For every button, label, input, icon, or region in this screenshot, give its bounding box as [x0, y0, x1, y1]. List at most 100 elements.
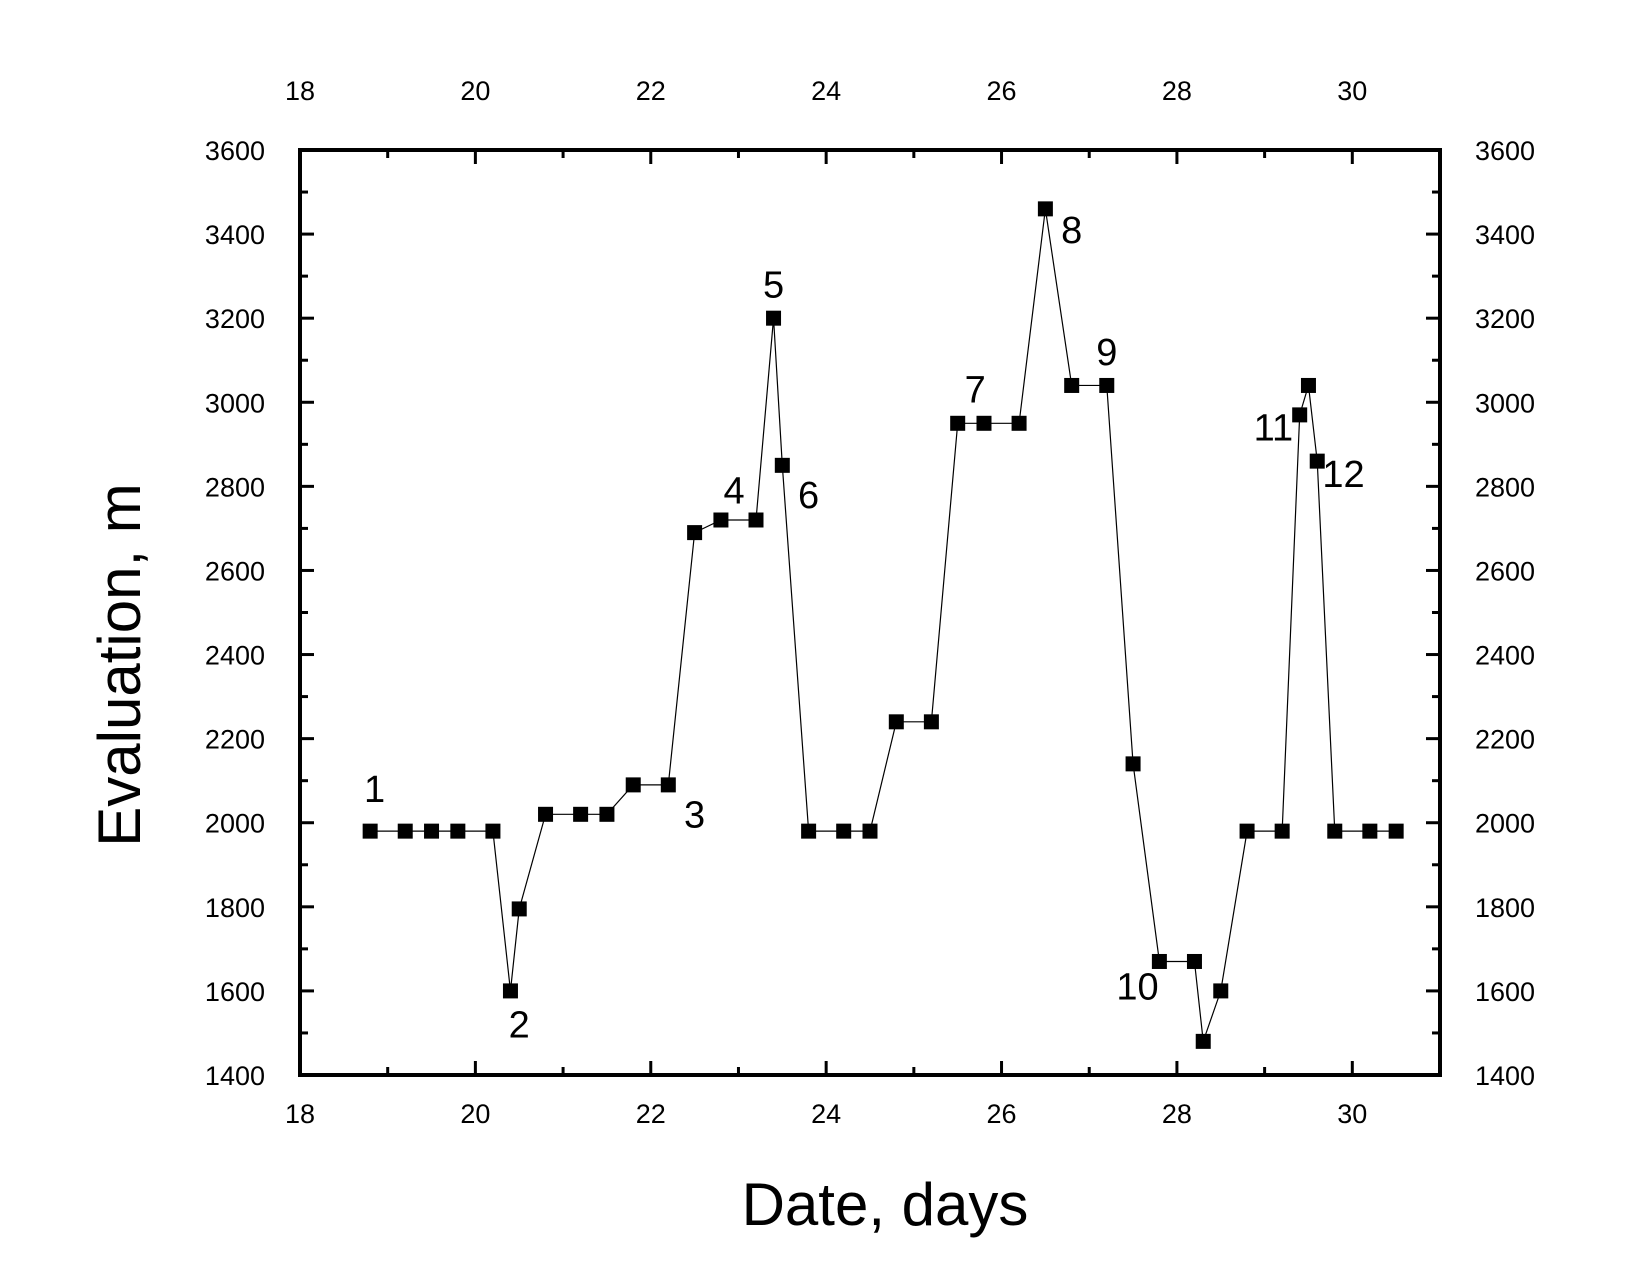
x-tick-label-top: 28	[1162, 76, 1192, 106]
data-point	[1327, 823, 1343, 839]
data-point	[424, 823, 440, 839]
x-axis-title: Date, days	[742, 1171, 1029, 1238]
data-point	[502, 983, 518, 999]
data-point	[748, 512, 764, 528]
data-point	[1274, 823, 1290, 839]
data-point	[1195, 1033, 1211, 1049]
data-point	[485, 823, 501, 839]
x-tick-label-top: 26	[987, 76, 1017, 106]
x-tick-label-bottom: 18	[285, 1099, 315, 1129]
y-tick-label-left: 1600	[205, 977, 265, 1007]
plot-frame	[298, 148, 1442, 1077]
y-tick-label-right: 1800	[1475, 893, 1535, 923]
data-point	[1151, 953, 1167, 969]
data-point	[950, 415, 966, 431]
data-point	[774, 457, 790, 473]
y-tick-label-right: 2600	[1475, 556, 1535, 586]
data-point	[1292, 407, 1308, 423]
data-point	[687, 525, 703, 541]
data-point	[538, 806, 554, 822]
y-tick-label-right: 2800	[1475, 472, 1535, 502]
y-tick-label-right: 3600	[1475, 136, 1535, 166]
y-tick-label-left: 3600	[205, 136, 265, 166]
x-tick-label-top: 30	[1337, 76, 1367, 106]
data-point	[625, 777, 641, 793]
data-point	[1011, 415, 1027, 431]
point-label: 6	[798, 475, 819, 517]
y-tick-label-left: 1400	[205, 1061, 265, 1091]
data-point	[1125, 756, 1141, 772]
data-point	[1300, 377, 1316, 393]
x-tick-label-top: 22	[636, 76, 666, 106]
y-tick-label-right: 3000	[1475, 388, 1535, 418]
data-point	[1388, 823, 1404, 839]
data-point	[397, 823, 413, 839]
y-tick-label-right: 1600	[1475, 977, 1535, 1007]
plot-border	[298, 148, 1442, 1077]
data-point	[976, 415, 992, 431]
data-point	[573, 806, 589, 822]
data-point	[923, 714, 939, 730]
x-tick-label-bottom: 20	[460, 1099, 490, 1129]
axis-ticks	[298, 148, 1442, 1077]
x-tick-label-top: 20	[460, 76, 490, 106]
point-label: 5	[763, 265, 784, 307]
x-tick-label-bottom: 24	[811, 1099, 841, 1129]
y-tick-label-left: 2600	[205, 556, 265, 586]
x-tick-label-bottom: 28	[1162, 1099, 1192, 1129]
point-label: 2	[509, 1005, 530, 1047]
data-point	[1362, 823, 1378, 839]
y-tick-label-left: 3000	[205, 388, 265, 418]
point-label: 9	[1096, 332, 1117, 374]
y-tick-label-left: 3400	[205, 220, 265, 250]
point-label: 4	[724, 471, 745, 513]
data-point	[1186, 953, 1202, 969]
y-tick-label-left: 2000	[205, 809, 265, 839]
data-point	[862, 823, 878, 839]
point-label: 8	[1061, 210, 1082, 252]
data-point	[1099, 377, 1115, 393]
x-tick-label-bottom: 30	[1337, 1099, 1367, 1129]
y-tick-label-left: 2200	[205, 725, 265, 755]
data-point	[888, 714, 904, 730]
x-tick-label-bottom: 26	[987, 1099, 1017, 1129]
point-label: 1	[364, 769, 385, 811]
data-point	[713, 512, 729, 528]
y-tick-label-right: 1400	[1475, 1061, 1535, 1091]
y-tick-label-right: 2400	[1475, 641, 1535, 671]
y-tick-label-right: 3400	[1475, 220, 1535, 250]
point-label: 12	[1322, 454, 1364, 496]
data-point	[1239, 823, 1255, 839]
point-label: 7	[965, 370, 986, 412]
data-point	[1213, 983, 1229, 999]
y-tick-label-left: 3200	[205, 304, 265, 334]
series-group	[362, 201, 1404, 1049]
x-tick-label-bottom: 22	[636, 1099, 666, 1129]
data-point	[1037, 201, 1053, 217]
data-point	[1064, 377, 1080, 393]
x-tick-label-top: 24	[811, 76, 841, 106]
y-tick-label-left: 1800	[205, 893, 265, 923]
data-point	[766, 310, 782, 326]
data-point	[450, 823, 466, 839]
y-tick-label-right: 2000	[1475, 809, 1535, 839]
point-label: 10	[1116, 967, 1158, 1009]
data-point	[511, 901, 527, 917]
data-point	[362, 823, 378, 839]
series-line	[370, 208, 1397, 1042]
point-label: 3	[684, 794, 705, 836]
y-tick-label-right: 3200	[1475, 304, 1535, 334]
y-tick-label-left: 2800	[205, 472, 265, 502]
y-tick-label-left: 2400	[205, 641, 265, 671]
point-label: 11	[1254, 408, 1293, 450]
data-point	[599, 806, 615, 822]
y-axis-title: Evaluation, m	[86, 483, 153, 847]
y-tick-label-right: 2200	[1475, 725, 1535, 755]
x-tick-label-top: 18	[285, 76, 315, 106]
data-point	[660, 777, 676, 793]
data-point	[1309, 453, 1325, 469]
data-point	[801, 823, 817, 839]
